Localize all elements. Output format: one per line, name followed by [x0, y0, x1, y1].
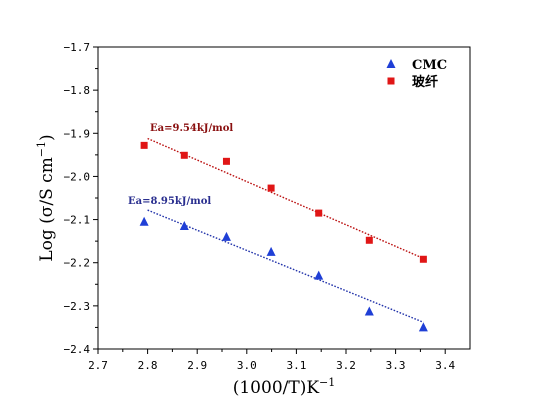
- x-tick-label: 2.9: [187, 359, 207, 372]
- cmc-point: [418, 322, 428, 332]
- x-tick-label: 3.1: [286, 359, 306, 372]
- fit-lines: [147, 137, 424, 323]
- y-axis-title: Log (σ/S cm−1): [35, 134, 57, 261]
- x-tick-label: 2.8: [138, 359, 158, 372]
- cmc-point: [221, 231, 231, 241]
- x-tick-label: 3.3: [386, 359, 406, 372]
- x-axis-title-exponent: −1: [319, 376, 335, 389]
- legend-glass-fiber-label: 玻纤: [412, 74, 438, 90]
- cmc-activation-energy: Ea=8.95kJ/mol: [128, 196, 211, 207]
- y-tick-label: −2.0: [64, 170, 91, 183]
- data-points: [139, 141, 428, 332]
- fit-line-glass-fiber: [147, 137, 424, 260]
- y-axis-title-main: Log (σ/S cm: [37, 157, 57, 261]
- cmc-point: [266, 246, 276, 256]
- glass-fiber-point: [419, 255, 427, 263]
- glass-fiber-point: [222, 157, 230, 165]
- x-axis-title-main: (1000/T)K: [233, 378, 320, 398]
- x-tick-label: 3.4: [435, 359, 455, 372]
- cmc-point: [314, 270, 324, 280]
- legend-glass-fiber-marker: [387, 77, 395, 85]
- y-tick-label: −1.8: [64, 84, 91, 97]
- glass-fiber-activation-energy: Ea=9.54kJ/mol: [150, 123, 233, 134]
- cmc-point: [139, 216, 149, 226]
- cmc-point: [364, 306, 374, 316]
- x-tick-label: 2.7: [88, 359, 108, 372]
- fit-line-cmc: [147, 209, 424, 323]
- glass-fiber-point: [365, 236, 373, 244]
- x-tick-label: 3.0: [237, 359, 257, 372]
- glass-fiber-point: [315, 209, 323, 217]
- legend-cmc-label: CMC: [412, 58, 447, 73]
- x-tick-label: 3.2: [336, 359, 356, 372]
- annotations: Ea=8.95kJ/mol Ea=9.54kJ/mol: [128, 123, 233, 207]
- y-tick-label: −2.4: [64, 343, 91, 356]
- x-axis-title: (1000/T)K−1: [233, 376, 336, 398]
- legend-cmc-marker: [386, 59, 396, 68]
- axis-ticks: 2.7 2.8 2.9 3.0 3.1 3.2 3.3 3.4 −1.7 −1.8 −1.9 −2.0…: [64, 41, 456, 372]
- y-tick-label: −2.3: [64, 300, 91, 313]
- y-tick-label: −2.1: [64, 214, 91, 227]
- y-tick-label: −2.2: [64, 257, 91, 270]
- y-axis-title-close: ): [37, 134, 57, 141]
- y-axis-title-exponent: −1: [35, 141, 48, 157]
- glass-fiber-point: [267, 184, 275, 192]
- glass-fiber-point: [180, 151, 188, 159]
- glass-fiber-point: [140, 141, 148, 149]
- y-tick-label: −1.7: [64, 41, 91, 54]
- cmc-point: [179, 221, 189, 231]
- y-tick-label: −1.9: [64, 127, 91, 140]
